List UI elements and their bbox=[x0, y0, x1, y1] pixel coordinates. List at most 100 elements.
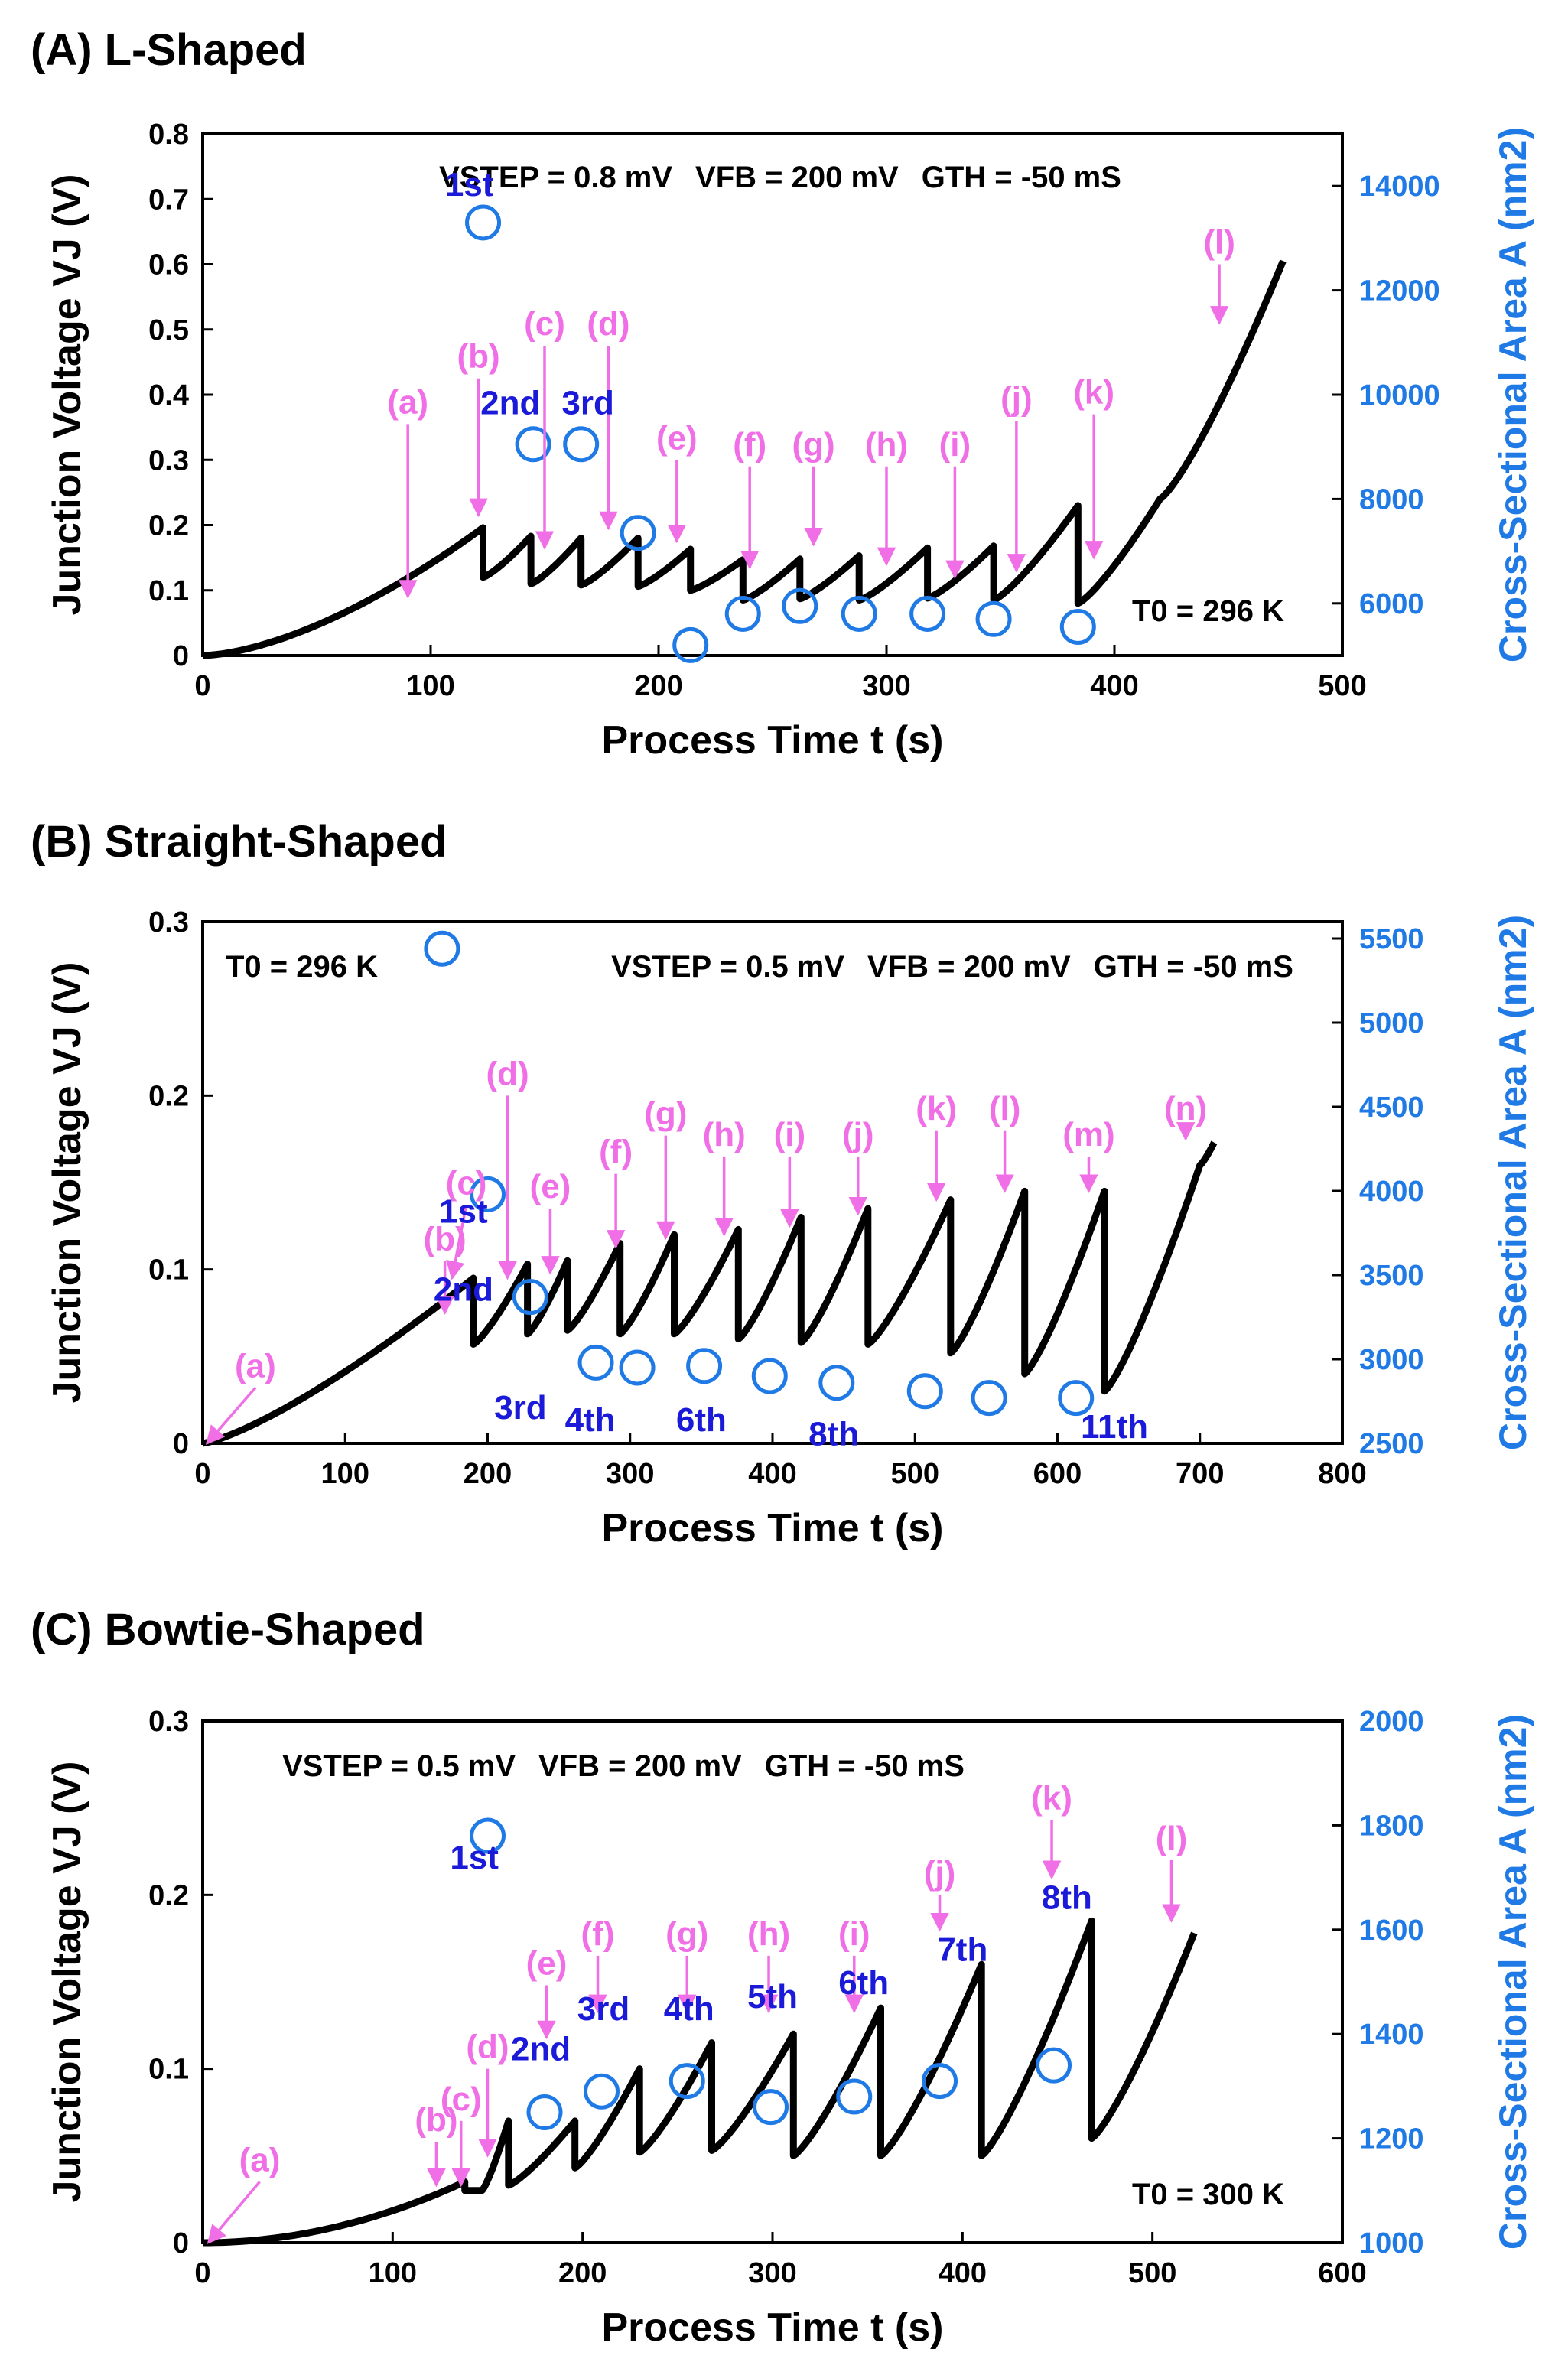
panel-a-y2-axis-label: Cross-Sectional Area A (nm2) bbox=[1492, 127, 1534, 662]
area-marker bbox=[818, 1365, 855, 1401]
event-label: 8th bbox=[1042, 1879, 1092, 1917]
step-arrow-label: (c) bbox=[446, 1165, 487, 1202]
panel-a-title: (A) L-Shaped bbox=[31, 25, 307, 75]
panel-c: (C) Bowtie-Shaped 00.10.20.3 10001200140… bbox=[31, 1605, 1534, 2350]
panel-c-y-axis-label: Junction Voltage VJ (V) bbox=[45, 1762, 89, 2203]
step-arrow-label: (f) bbox=[733, 426, 766, 464]
y2-tick-label: 4500 bbox=[1359, 1092, 1424, 1124]
event-label: 5th bbox=[747, 1978, 798, 2016]
y2-tick-label: 1200 bbox=[1359, 2123, 1424, 2155]
panel-c-y2-axis-label: Cross-Sectional Area A (nm2) bbox=[1492, 1714, 1534, 2250]
panel-b-y-axis-label: Junction Voltage VJ (V) bbox=[45, 962, 89, 1404]
panel-c-plot-area: (a) (b)(c) (d) (e) (f) (g) (h) (i) (j) (k) (l) 1st 2… bbox=[203, 1780, 1198, 2247]
y-tick-label: 0 bbox=[173, 2227, 189, 2260]
x-tick-label: 300 bbox=[748, 2257, 796, 2289]
area-marker bbox=[753, 2089, 789, 2126]
panel-b-right-ticks: 2500 3000 3500 4000 4500 5000 5500 bbox=[1332, 923, 1424, 1460]
area-marker bbox=[686, 1348, 723, 1384]
y-tick-label: 0.7 bbox=[148, 184, 189, 216]
event-label: 1st bbox=[439, 1192, 488, 1230]
panel-a-bottom-ticks: 0 100 200 300 400 500 bbox=[194, 645, 1367, 702]
panel-a-y-axis-label: Junction Voltage VJ (V) bbox=[45, 174, 89, 616]
area-marker bbox=[563, 426, 600, 463]
step-arrow-label: (g) bbox=[644, 1095, 687, 1133]
step-arrow-label: (a) bbox=[239, 2141, 281, 2178]
event-label: 2nd bbox=[434, 1271, 493, 1309]
panel-a-plot-frame bbox=[201, 132, 1344, 657]
y2-tick-label: 1400 bbox=[1359, 2019, 1424, 2051]
y-tick-label: 0.8 bbox=[148, 119, 189, 151]
area-marker bbox=[669, 2063, 705, 2100]
panel-a-right-ticks: 6000 8000 10000 12000 14000 bbox=[1332, 171, 1440, 620]
step-arrow-label: (m) bbox=[1062, 1116, 1114, 1153]
step-arrow-label: (d) bbox=[466, 2029, 509, 2066]
y2-tick-label: 3000 bbox=[1359, 1344, 1424, 1376]
area-marker bbox=[841, 595, 877, 632]
y-tick-label: 0.1 bbox=[148, 1254, 189, 1287]
area-marker bbox=[470, 1817, 506, 1854]
step-arrow-label: (a) bbox=[235, 1347, 276, 1384]
panel-b-x-axis-label: Process Time t (s) bbox=[601, 1506, 943, 1550]
area-marker bbox=[526, 2094, 563, 2130]
area-marker bbox=[1059, 608, 1096, 645]
area-marker bbox=[577, 1344, 614, 1381]
panel-c-temperature: T0 = 300 K bbox=[1132, 2178, 1284, 2211]
x-tick-label: 400 bbox=[939, 2257, 987, 2289]
step-arrow-label: (i) bbox=[939, 426, 971, 464]
x-tick-label: 400 bbox=[1090, 670, 1138, 702]
y-tick-label: 0.4 bbox=[148, 379, 189, 412]
x-tick-label: 600 bbox=[1033, 1458, 1082, 1490]
step-arrow bbox=[207, 2181, 261, 2244]
panel-b-plot-area: (a)(b)(c)(d)(e)(f)(g)(h) (i) (j)(k) (l)(m)(… bbox=[202, 930, 1218, 1453]
x-tick-label: 500 bbox=[1128, 2257, 1176, 2289]
area-marker bbox=[470, 1176, 506, 1212]
event-label: 2nd bbox=[511, 2030, 571, 2068]
area-marker bbox=[1058, 1380, 1095, 1417]
y2-tick-label: 2500 bbox=[1359, 1428, 1424, 1460]
event-label: 11th bbox=[1081, 1408, 1148, 1446]
y2-tick-label: 10000 bbox=[1359, 379, 1440, 412]
event-label: 6th bbox=[838, 1964, 889, 2002]
y-tick-label: 0.1 bbox=[148, 575, 189, 607]
y-tick-label: 0.2 bbox=[148, 1080, 189, 1112]
step-arrow bbox=[205, 1387, 257, 1445]
panel-c-bottom-ticks: 0 100 200 300 400 500 600 bbox=[194, 2232, 1367, 2289]
step-arrow-label: (j) bbox=[1000, 380, 1033, 418]
area-marker bbox=[906, 1373, 943, 1410]
area-marker bbox=[971, 1380, 1007, 1417]
vj-curve-series bbox=[203, 1917, 1198, 2247]
step-arrow-label: (b) bbox=[457, 338, 499, 376]
area-marker bbox=[922, 2063, 958, 2100]
panel-c-right-ticks: 1000 1200 1400 1600 1800 2000 bbox=[1332, 1706, 1424, 2260]
x-tick-label: 0 bbox=[194, 2257, 210, 2289]
x-tick-label: 100 bbox=[369, 2257, 417, 2289]
x-tick-label: 500 bbox=[891, 1458, 939, 1490]
x-tick-label: 0 bbox=[194, 1458, 210, 1490]
x-tick-label: 800 bbox=[1318, 1458, 1366, 1490]
panel-b-temperature: T0 = 296 K bbox=[226, 950, 378, 984]
panel-c-params: VSTEP = 0.5 mV VFB = 200 mV GTH = -50 mS bbox=[282, 1749, 965, 1783]
event-label: 4th bbox=[565, 1401, 616, 1439]
vj-curve-series bbox=[202, 259, 1287, 659]
panel-a-plot-area: (a) (b) (c) (d) (e) (f) (g) (h) (i) (j) (k) (l) 1st 2… bbox=[202, 166, 1287, 663]
step-arrow-label: (k) bbox=[1073, 374, 1114, 412]
y2-tick-label: 14000 bbox=[1359, 171, 1440, 203]
y2-tick-label: 4000 bbox=[1359, 1176, 1424, 1208]
vj-curve-series bbox=[202, 1140, 1218, 1447]
event-label: 2nd bbox=[480, 385, 540, 422]
area-marker bbox=[782, 587, 818, 624]
panel-b-params: VSTEP = 0.5 mV VFB = 200 mV GTH = -50 mS bbox=[611, 950, 1293, 984]
step-arrow-label: (d) bbox=[587, 305, 629, 343]
event-label: 1st bbox=[450, 1839, 499, 1876]
area-marker bbox=[672, 626, 709, 663]
x-tick-label: 200 bbox=[634, 670, 682, 702]
step-arrow-label: (c) bbox=[441, 2081, 482, 2118]
step-arrow-label: (f) bbox=[581, 1915, 615, 1953]
event-label: 4th bbox=[664, 1990, 714, 2028]
area-marker bbox=[512, 1279, 548, 1316]
area-marker bbox=[465, 204, 502, 241]
y2-tick-label: 1600 bbox=[1359, 1915, 1424, 1947]
step-arrow-label: (l) bbox=[989, 1090, 1021, 1127]
step-arrow-label: (j) bbox=[842, 1116, 874, 1153]
step-arrow-label: (k) bbox=[916, 1090, 957, 1127]
